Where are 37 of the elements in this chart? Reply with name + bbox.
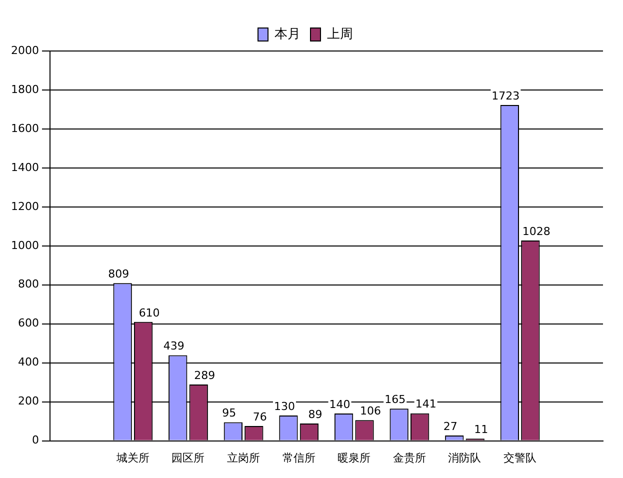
data-label: 1723 (492, 89, 520, 102)
y-tick-label: 800 (18, 278, 39, 291)
y-tick-label: 1000 (10, 238, 39, 252)
y-tick-label: 200 (18, 394, 39, 408)
legend-label: 上周 (327, 26, 353, 42)
y-tick-label: 1200 (10, 200, 39, 213)
y-tick-label: 1600 (10, 122, 39, 135)
data-label: 610 (138, 306, 160, 320)
data-label: 809 (108, 267, 130, 280)
data-label: 76 (252, 410, 267, 424)
data-label: 27 (443, 420, 458, 433)
y-tick-label: 600 (18, 316, 39, 330)
x-tick-label: 园区所 (172, 451, 205, 464)
data-label: 11 (474, 423, 488, 436)
y-tick-label: 2000 (10, 44, 39, 57)
y-tick-label: 1800 (10, 82, 39, 96)
legend-label: 本月 (274, 26, 300, 42)
x-tick-label: 常信所 (282, 451, 316, 464)
x-tick-label: 金贵所 (392, 451, 426, 464)
y-tick-label: 400 (18, 356, 39, 369)
x-tick-label: 交警队 (504, 451, 537, 464)
data-label: 95 (222, 406, 236, 420)
data-label: 106 (360, 404, 382, 418)
data-label: 165 (384, 393, 406, 406)
data-label: 1028 (522, 224, 550, 238)
data-label: 130 (274, 400, 295, 413)
data-label: 141 (415, 398, 436, 411)
y-tick-label: 0 (32, 434, 39, 447)
x-tick-label: 暖泉所 (338, 451, 371, 464)
data-label: 439 (163, 340, 184, 353)
x-tick-label: 消防队 (448, 451, 482, 464)
x-tick-label: 城关所 (115, 451, 150, 464)
y-tick-label: 1400 (10, 160, 39, 174)
data-label: 89 (308, 408, 322, 421)
x-tick-label: 立岗所 (227, 451, 260, 464)
data-label: 140 (329, 398, 350, 411)
data-label: 289 (194, 368, 216, 382)
